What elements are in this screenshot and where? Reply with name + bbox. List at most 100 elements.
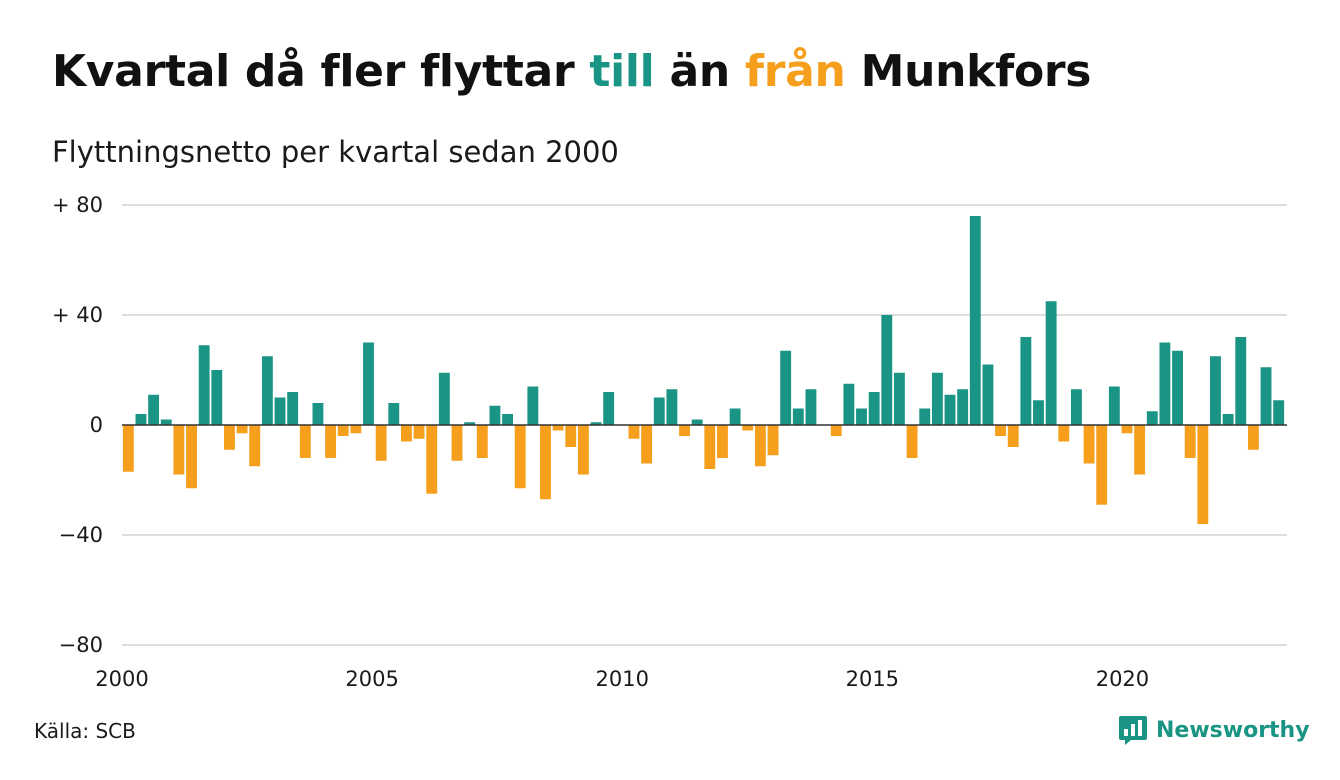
y-tick-label: −40 [59,523,103,547]
y-tick-label: −80 [59,633,103,657]
bar-2007K2 [489,405,501,425]
brand-name: Newsworthy [1156,717,1310,743]
bar-2022K4 [1273,400,1285,425]
bar-2008K4 [565,425,577,447]
bar-2013K3 [805,389,817,425]
bar-2019K2 [1096,425,1108,505]
bar-2005K3 [400,425,412,442]
bar-2004K1 [325,425,337,458]
bar-2018K4 [1070,389,1082,425]
y-axis-labels: + 80 + 40 0 −40 −80 [52,193,103,657]
y-tick-label: + 80 [52,193,103,217]
bar-2005K1 [375,425,387,461]
bar-2018K2 [1045,301,1057,425]
bar-2000K1 [122,425,134,472]
bar-2022K3 [1260,367,1272,425]
bar-2019K1 [1083,425,1095,464]
bar-2001K1 [173,425,185,475]
bar-2017K1 [982,364,994,425]
bar-2014K1 [830,425,842,436]
bar-2004K4 [363,342,374,425]
bar-2008K3 [552,425,564,431]
bar-2009K1 [577,425,589,475]
x-tick-label: 2020 [1096,667,1149,691]
bar-2006K4 [464,422,476,425]
bar-2006K1 [426,425,438,494]
bar-2003K3 [299,425,311,458]
bar-2019K3 [1108,386,1120,425]
bar-2009K2 [590,422,602,425]
bar-2010K3 [653,397,665,425]
bar-2014K3 [856,408,867,425]
bar-2013K2 [792,408,804,425]
bar-2007K1 [476,425,488,458]
bar-2016K2 [944,394,956,425]
x-tick-label: 2005 [345,667,398,691]
bar-2020K3 [1159,342,1171,425]
bar-2012K4 [767,425,779,456]
bar-2010K1 [628,425,640,439]
bar-2006K3 [451,425,463,461]
grid-lines [122,204,1287,646]
brand-logo-group: Newsworthy [1118,714,1310,746]
title-highlight-to: till [589,46,655,97]
title-part-1: Kvartal då fler flyttar [52,46,590,97]
bar-2017K2 [995,425,1006,436]
bar-2022K1 [1235,337,1247,425]
bar-2002K1 [224,425,235,450]
bar-2015K4 [919,408,931,425]
bar-2003K1 [274,397,286,425]
y-tick-label: + 40 [52,303,103,327]
bar-2003K4 [312,403,324,425]
bar-2005K2 [388,403,400,425]
bar-2001K2 [186,425,197,489]
bar-2000K2 [135,414,147,425]
bar-2016K4 [969,216,981,425]
bar-2007K4 [514,425,526,489]
x-tick-label: 2000 [95,667,148,691]
bar-2015K2 [894,372,905,425]
bar-2011K3 [704,425,716,469]
bar-2014K4 [868,392,880,425]
bar-2002K2 [236,425,248,434]
bar-2016K3 [957,389,969,425]
title-part-3: Munkfors [845,46,1092,97]
bar-2001K4 [211,370,223,425]
bar-2002K3 [249,425,261,467]
bar-2020K2 [1146,411,1158,425]
bar-2012K1 [729,408,741,425]
bar-2016K1 [931,372,943,425]
bar-2011K2 [691,419,703,425]
bar-2021K1 [1184,425,1196,458]
bar-2004K3 [350,425,362,434]
bar-2001K3 [198,345,210,425]
bar-2010K2 [641,425,653,464]
bar-2012K3 [754,425,766,467]
bar-2015K3 [906,425,918,458]
bar-2021K3 [1210,356,1221,425]
chart-subtitle: Flyttningsnetto per kvartal sedan 2000 [52,135,619,169]
bar-2020K4 [1172,350,1183,425]
x-axis-labels: 2000 2005 2010 2015 2020 [95,667,1149,691]
bar-2011K1 [679,425,690,436]
bar-2021K4 [1222,414,1234,425]
y-tick-label: 0 [90,413,103,437]
bar-2020K1 [1134,425,1146,475]
newsworthy-logo-icon [1119,716,1147,745]
bar-2000K3 [148,394,160,425]
bar-2017K3 [1007,425,1019,447]
bar-2006K2 [438,372,450,425]
bar-2007K3 [502,414,513,425]
bar-2017K4 [1020,337,1032,425]
bar-2021K2 [1197,425,1209,524]
bar-2000K4 [160,419,172,425]
bar-2002K4 [261,356,273,425]
title-highlight-from: från [744,46,846,97]
bar-2008K1 [527,386,539,425]
bar-2009K3 [603,392,615,425]
title-part-2: än [654,46,745,97]
chart-title: Kvartal då fler flyttar till än från Mun… [52,40,1091,104]
x-tick-label: 2015 [846,667,899,691]
bar-2019K4 [1121,425,1133,434]
